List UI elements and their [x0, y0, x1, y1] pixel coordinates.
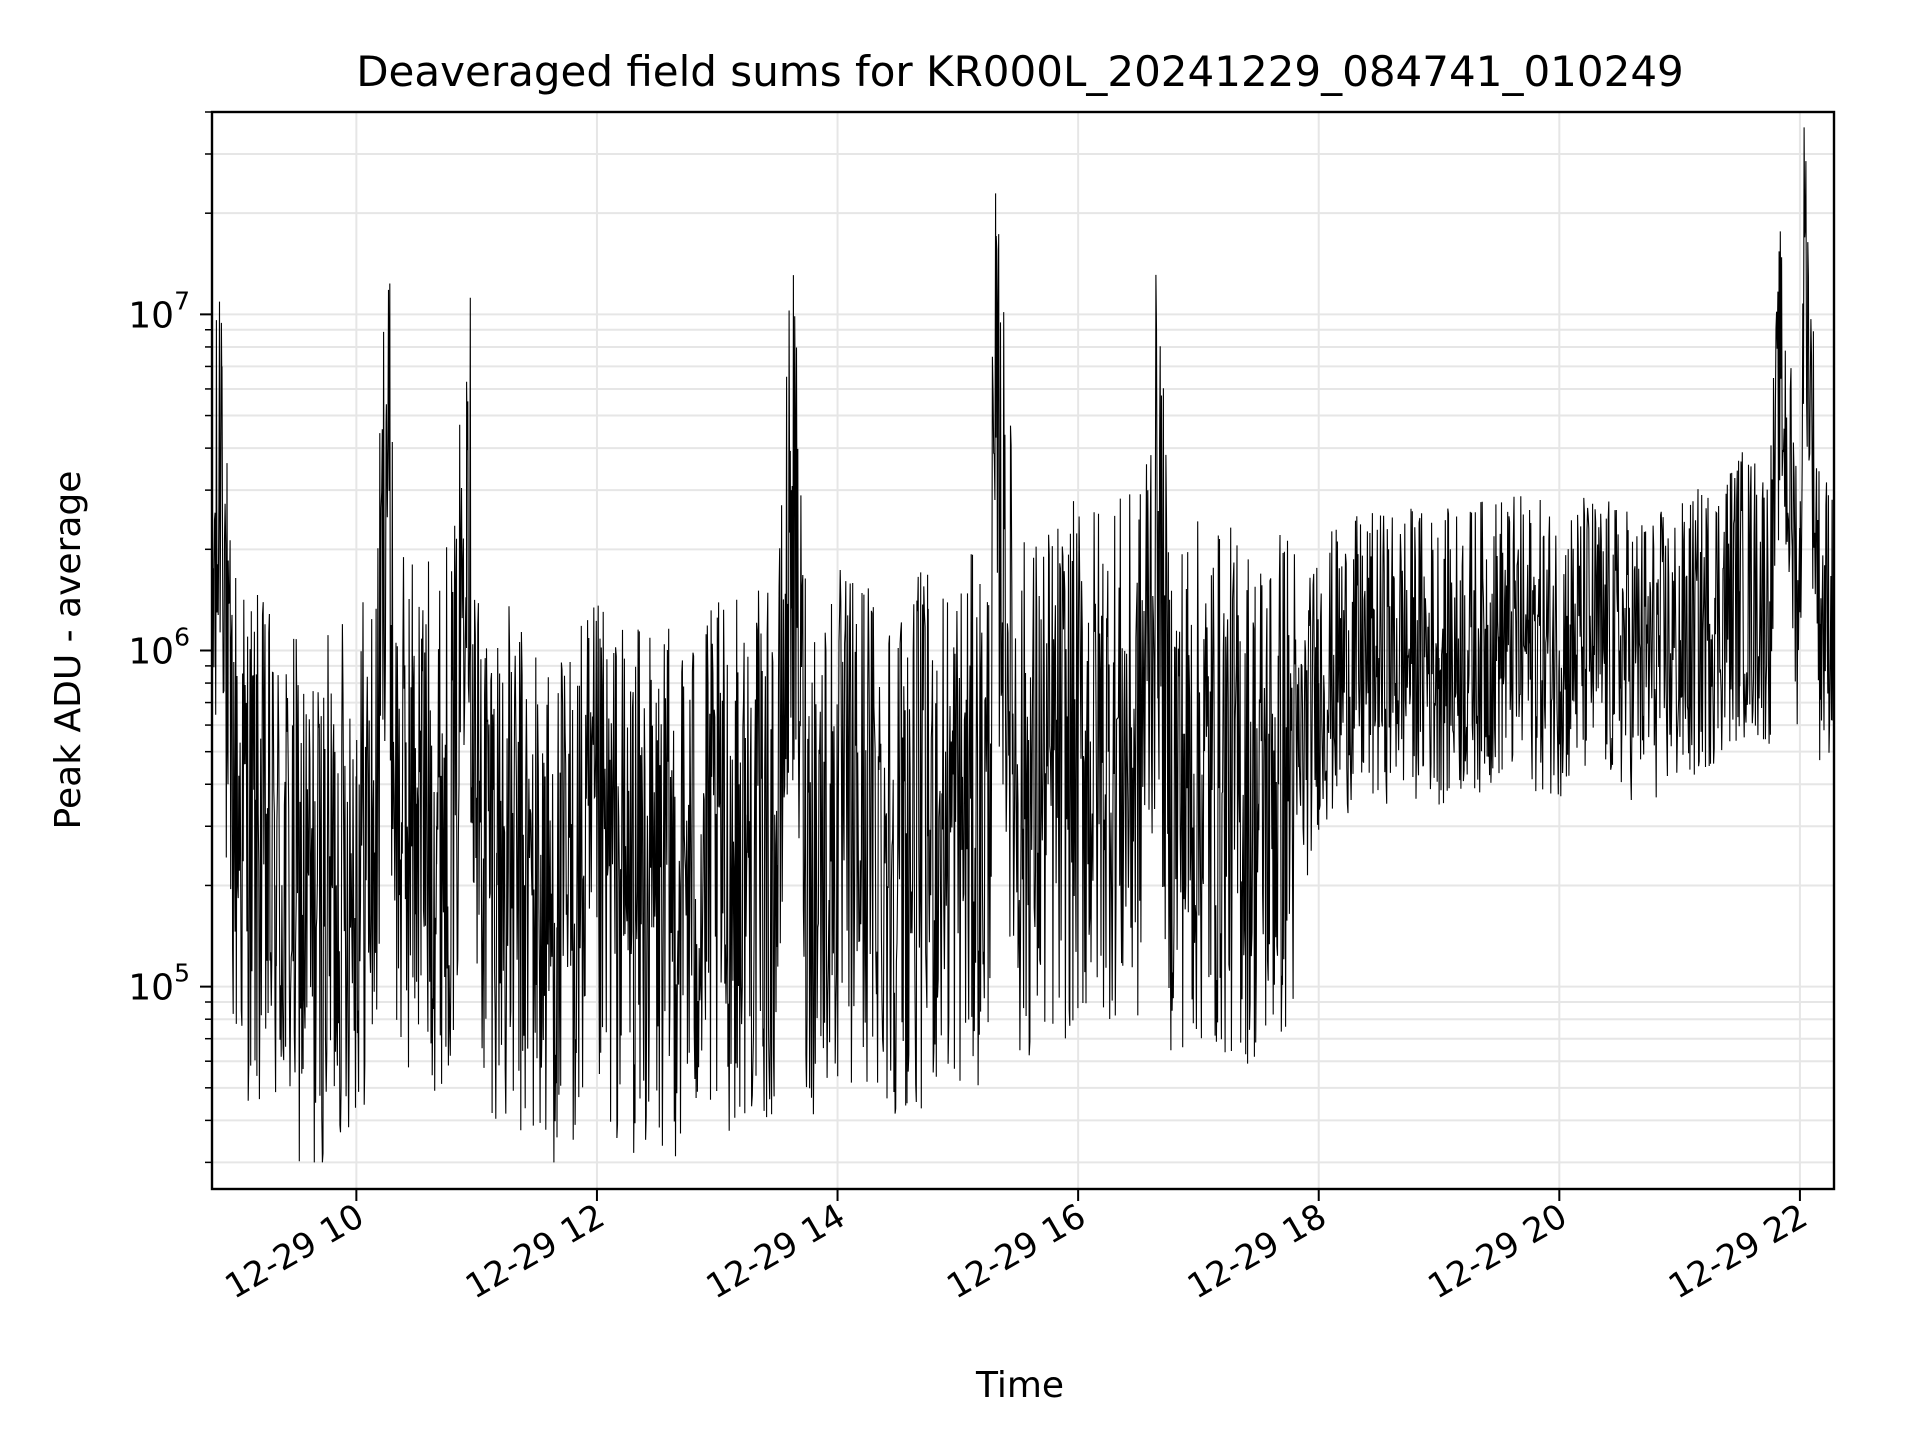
x-tick-label: 12-29 10 — [218, 1196, 370, 1307]
x-tick-label: 12-29 16 — [940, 1196, 1092, 1307]
x-tick-label: 12-29 20 — [1421, 1196, 1573, 1307]
y-tick-label: 107 — [128, 286, 190, 336]
x-tick-label: 12-29 14 — [700, 1196, 852, 1307]
x-axis: 12-29 10 12-29 12 12-29 14 12-29 16 12-29 18… — [218, 1189, 1814, 1307]
plot-area — [211, 127, 1835, 1163]
x-tick-label: 12-29 22 — [1662, 1196, 1814, 1307]
x-tick-label: 12-29 18 — [1181, 1196, 1333, 1307]
series-line — [211, 127, 1835, 1163]
y-axis: 105 106 107 — [128, 111, 212, 1164]
x-tick-label: 12-29 12 — [459, 1196, 611, 1307]
y-tick-label: 106 — [128, 623, 190, 673]
chart-title: Deaveraged field sums for KR000L_2024122… — [356, 47, 1684, 96]
y-tick-label: 105 — [128, 959, 190, 1009]
y-axis-label: Peak ADU - average — [48, 471, 89, 830]
x-axis-label: Time — [975, 1365, 1064, 1406]
